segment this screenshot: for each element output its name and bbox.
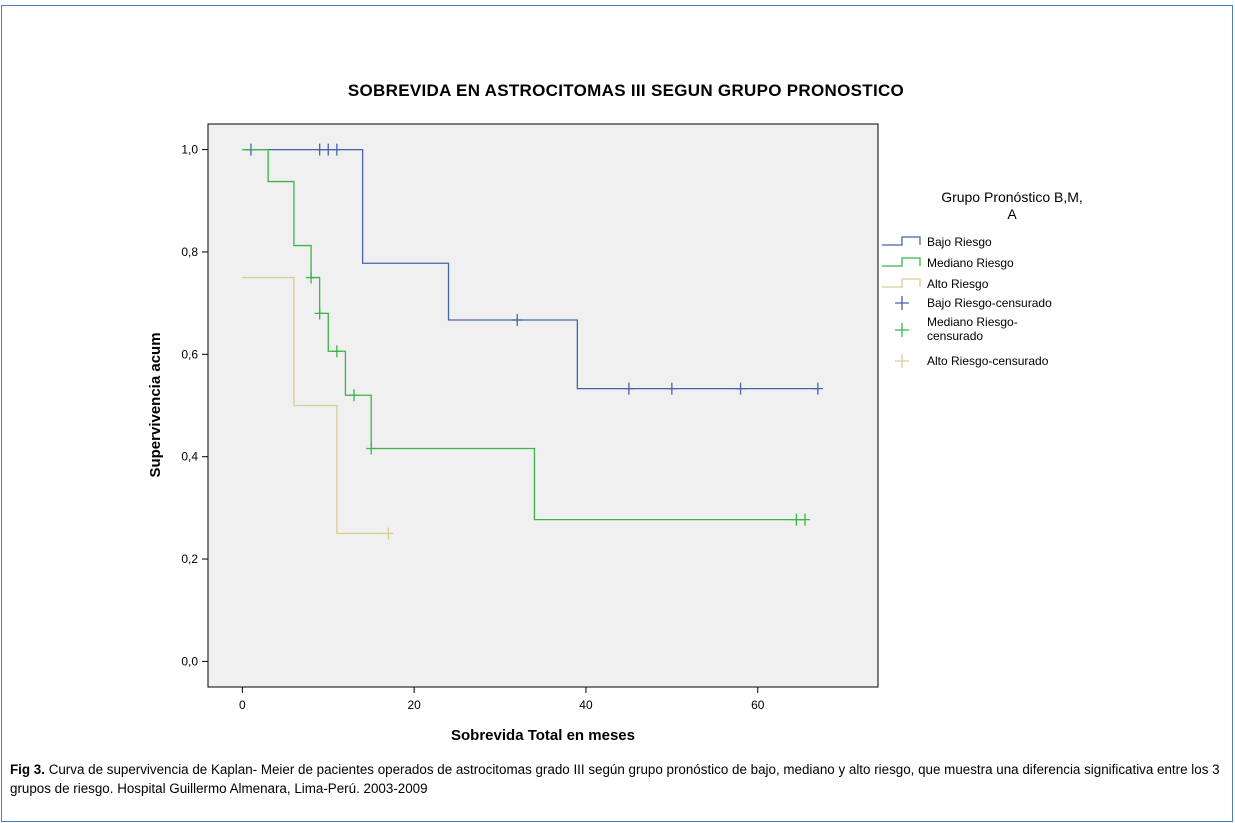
x-tick-label: 60 [751,698,765,712]
censor-mark-mediano-riesgo [366,442,377,455]
censor-mark-bajo-riesgo [314,143,325,156]
censor-mark-bajo-riesgo [735,382,746,395]
x-axis-title: Sobrevida Total en meses [451,727,635,744]
censor-mark-bajo-riesgo [331,143,342,156]
legend: Grupo Pronóstico B,M, A Bajo Riesgo Mediano… [882,189,1083,368]
x-tick-label: 20 [407,698,421,712]
legend-censored-label-mediano-riesgo: Mediano Riesgo-censurado [927,315,1018,343]
censor-mark-bajo-riesgo [623,382,634,395]
censor-mark-mediano-riesgo [791,513,802,526]
caption-text: Curva de supervivencia de Kaplan- Meier … [10,762,1220,796]
x-tick-label: 40 [579,698,593,712]
censor-mark-alto-riesgo [383,527,394,540]
legend-censor-mark-bajo-riesgo [895,296,909,310]
y-tick-label: 0,8 [181,245,198,259]
legend-label-mediano-riesgo: Mediano Riesgo [927,256,1014,270]
y-axis-title: Supervivencia acum [147,332,164,477]
censor-mark-mediano-riesgo [306,271,317,284]
censor-mark-mediano-riesgo [349,389,360,402]
caption-label: Fig 3. [10,762,45,777]
censor-mark-mediano-riesgo [331,345,342,358]
legend-swatch-bajo-riesgo [882,236,921,246]
curve-alto-riesgo [242,276,389,535]
figure-frame [1,5,1233,822]
figure-caption: Fig 3. Curva de supervivencia de Kaplan-… [10,760,1225,798]
y-tick-label: 0,0 [181,654,198,668]
x-tick-label: 0 [239,698,246,712]
y-tick-label: 0,4 [181,450,198,464]
legend-censored-label-bajo-riesgo: Bajo Riesgo-censurado [927,296,1052,310]
censor-mark-mediano-riesgo [314,307,325,320]
censor-mark-bajo-riesgo [666,382,677,395]
legend-censored-label-alto-riesgo: Alto Riesgo-censurado [927,354,1049,368]
censor-mark-bajo-riesgo [323,143,334,156]
legend-label-bajo-riesgo: Bajo Riesgo [927,235,992,249]
legend-censor-mark-alto-riesgo [895,354,909,368]
censor-mark-bajo-riesgo [812,382,823,395]
y-axis: 0,0 0,2 0,4 0,6 0,8 1,0 [181,143,208,668]
y-tick-label: 0,2 [181,552,198,566]
legend-swatch-alto-riesgo [882,278,921,288]
legend-title: Grupo Pronóstico B,M, A [941,189,1083,222]
legend-censor-mark-mediano-riesgo [895,323,909,337]
y-tick-label: 0,6 [181,347,198,361]
x-axis: 0 20 40 60 [239,687,765,712]
legend-swatch-mediano-riesgo [882,257,921,267]
survival-curves [242,143,823,540]
y-tick-label: 1,0 [181,143,198,157]
chart-title: SOBREVIDA EN ASTROCITOMAS III SEGUN GRUP… [348,81,904,100]
legend-label-alto-riesgo: Alto Riesgo [927,277,989,291]
censor-mark-bajo-riesgo [512,314,523,327]
curve-bajo-riesgo [242,148,818,390]
censor-mark-mediano-riesgo [799,513,810,526]
